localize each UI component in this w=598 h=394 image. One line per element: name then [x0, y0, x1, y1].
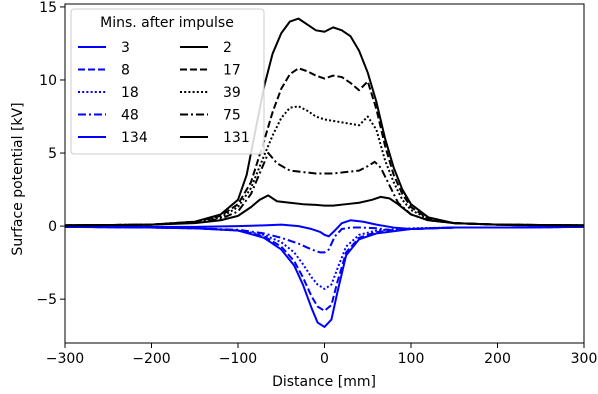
x-axis-label: Distance [mm]: [272, 374, 376, 390]
x-tick-label: 0: [320, 351, 329, 367]
legend-box: [70, 8, 265, 155]
series-line-3: [64, 225, 585, 254]
x-axis-ticks: −300 −200 −100 0 100 200 300: [46, 343, 598, 367]
legend-entry-label: 134: [121, 130, 148, 146]
y-tick-label: 15: [39, 0, 57, 16]
series-line-8: [64, 152, 585, 227]
legend-entry-label: 2: [223, 40, 232, 56]
x-tick-label: 300: [571, 351, 598, 367]
legend-entry-label: 3: [121, 40, 130, 56]
y-tick-label: −5: [36, 292, 57, 308]
series-line-7: [64, 105, 585, 227]
y-axis-label: Surface potential [kV]: [10, 102, 26, 255]
legend-entry-label: 17: [223, 63, 241, 79]
x-tick-label: 200: [484, 351, 511, 367]
series-line-2: [64, 225, 585, 290]
legend-entries: 3 8 18 48 134 2 17 39 75 131: [78, 40, 250, 146]
x-tick-label: −300: [46, 351, 84, 367]
x-tick-label: −200: [132, 351, 170, 367]
series-line-6: [64, 67, 585, 227]
y-tick-label: 0: [48, 219, 57, 235]
legend-entry-label: 131: [223, 130, 250, 146]
y-axis-ticks: −5 0 5 10 15: [36, 0, 65, 308]
series-line-4: [65, 219, 585, 238]
x-tick-label: 100: [398, 351, 425, 367]
series-line-0: [64, 225, 585, 328]
x-tick-label: −100: [219, 351, 257, 367]
legend-title: Mins. after impulse: [100, 15, 234, 31]
plot-lines: [64, 17, 585, 328]
legend-entry-label: 75: [223, 108, 241, 124]
series-line-1: [64, 225, 585, 312]
legend: Mins. after impulse 3 8 18 48 134 2 17 39 75 131: [70, 8, 265, 155]
series-line-5: [64, 17, 585, 227]
y-tick-label: 10: [39, 73, 57, 89]
y-tick-label: 5: [48, 146, 57, 162]
legend-entry-label: 18: [121, 85, 139, 101]
series-line-9: [64, 194, 585, 227]
legend-entry-label: 8: [121, 63, 130, 79]
legend-entry-label: 48: [121, 108, 139, 124]
legend-entry-label: 39: [223, 85, 241, 101]
